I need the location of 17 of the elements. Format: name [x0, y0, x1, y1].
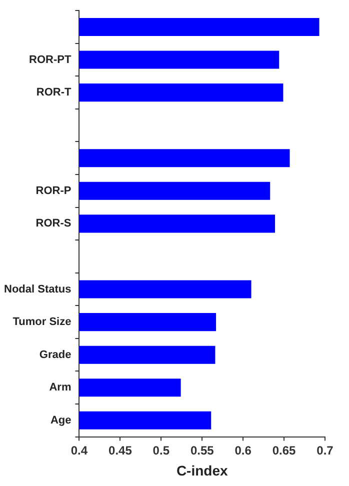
- y-tick-label: Arm: [49, 382, 72, 394]
- y-tick-label: ROR-P: [36, 184, 72, 197]
- y-tick-label: Age: [50, 414, 72, 426]
- y-tick-label: Grade: [39, 348, 72, 361]
- x-tick-label: 0.5: [152, 443, 170, 458]
- x-tick-label: 0.45: [108, 443, 132, 458]
- y-tick-label: Tumor Size: [12, 316, 72, 328]
- y-tick-label: ROR-S: [36, 218, 72, 230]
- x-tick-label: 0.4: [70, 443, 88, 458]
- x-tick-label: 0.65: [272, 443, 296, 458]
- y-tick-label: Nodal Status: [4, 283, 72, 296]
- x-tick-label: 0.7: [316, 443, 334, 458]
- y-tick-label: ROR-T: [36, 86, 72, 99]
- x-axis-title: C-index: [176, 462, 228, 478]
- x-tick-label: 0.6: [234, 443, 252, 458]
- y-tick-label: ROR-PT: [29, 54, 72, 66]
- x-tick-label: 0.55: [190, 443, 214, 458]
